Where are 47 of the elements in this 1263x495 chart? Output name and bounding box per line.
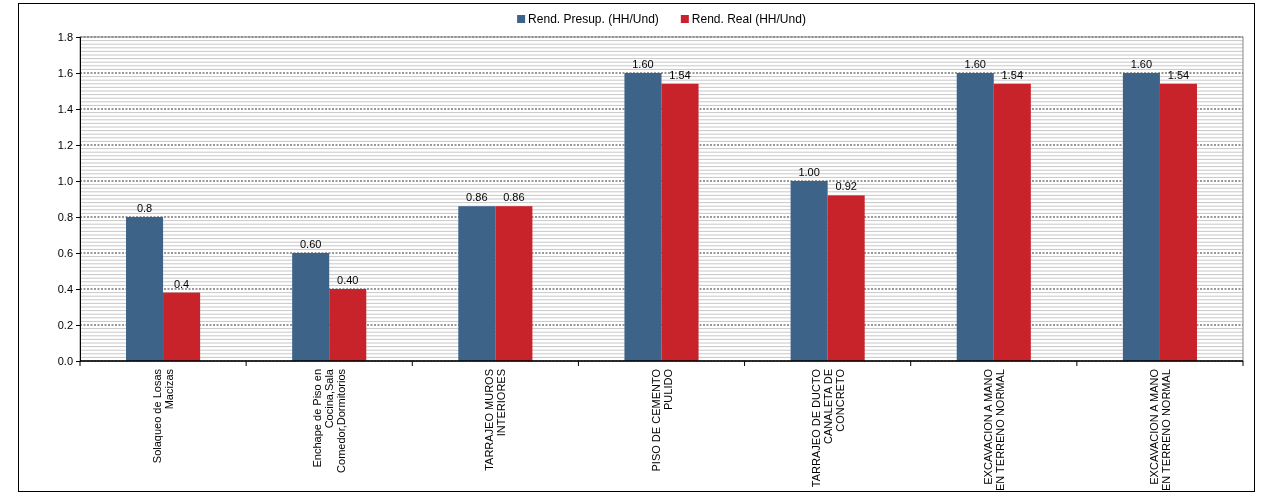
y-tick-label: 0.4 [57,283,73,296]
y-tick-label: 0.8 [57,211,73,224]
bar [163,292,201,361]
data-label: 0.86 [466,191,488,204]
data-label: 1.54 [1001,68,1024,81]
bar [956,73,994,361]
data-label: 0.86 [503,191,525,204]
y-tick-label: 0.6 [57,247,73,260]
bar [790,181,828,361]
bar [292,253,330,361]
data-label: 1.54 [1167,68,1190,81]
y-tick-label: 1.8 [57,31,73,44]
y-tick-label: 1.4 [57,103,73,116]
y-tick-label: 1.6 [57,67,73,80]
bar [1122,73,1160,361]
bar [495,206,533,361]
x-tick-label: EXCAVACION A MANO EN TERRENO NORMAL [1147,368,1172,492]
bar [458,206,496,361]
data-label: 0.92 [835,180,857,193]
x-tick-label: PISO DE CEMENTO PULIDO [649,368,674,472]
text: 1.0 [57,175,73,188]
data-label: 0.60 [299,238,322,250]
bar [827,195,865,361]
data-label: 1.00 [798,166,820,178]
data-label: 0.40 [337,274,359,286]
data-label: 0.8 [136,202,153,214]
bar [126,217,164,361]
legend-label: Rend. Real (HH/Und) [691,12,806,26]
x-tick-label: Enchape de Piso en Cocina,Sala Comedor,Dormitorios [311,368,348,473]
bar [329,289,367,361]
legend-label: Rend. Presup. (HH/Und) [528,12,659,26]
x-tick-label: TARRAJEO MUROS INTERIORES [483,369,508,471]
bar [993,83,1031,361]
bar [661,83,699,361]
y-tick-label: 0.2 [57,319,73,332]
x-tick-label: Solaqueo de Losas Macizas [151,368,176,464]
x-tick-label: EXCAVACION A MANO EN TERRENO NORMAL [981,368,1006,492]
data-label: 1.54 [669,68,691,81]
y-tick-label: 1.2 [57,139,73,152]
data-label: 0.4 [173,277,190,290]
data-label: 1.60 [1130,58,1153,70]
bar [624,73,662,361]
x-tick-label: TARRAJEO DE DUCTO CANALETA DE CONCRETO [809,368,846,488]
data-label: 1.60 [632,58,654,70]
text: 0.0 [57,355,73,368]
bar [1159,83,1197,361]
data-label: 1.60 [964,58,986,70]
